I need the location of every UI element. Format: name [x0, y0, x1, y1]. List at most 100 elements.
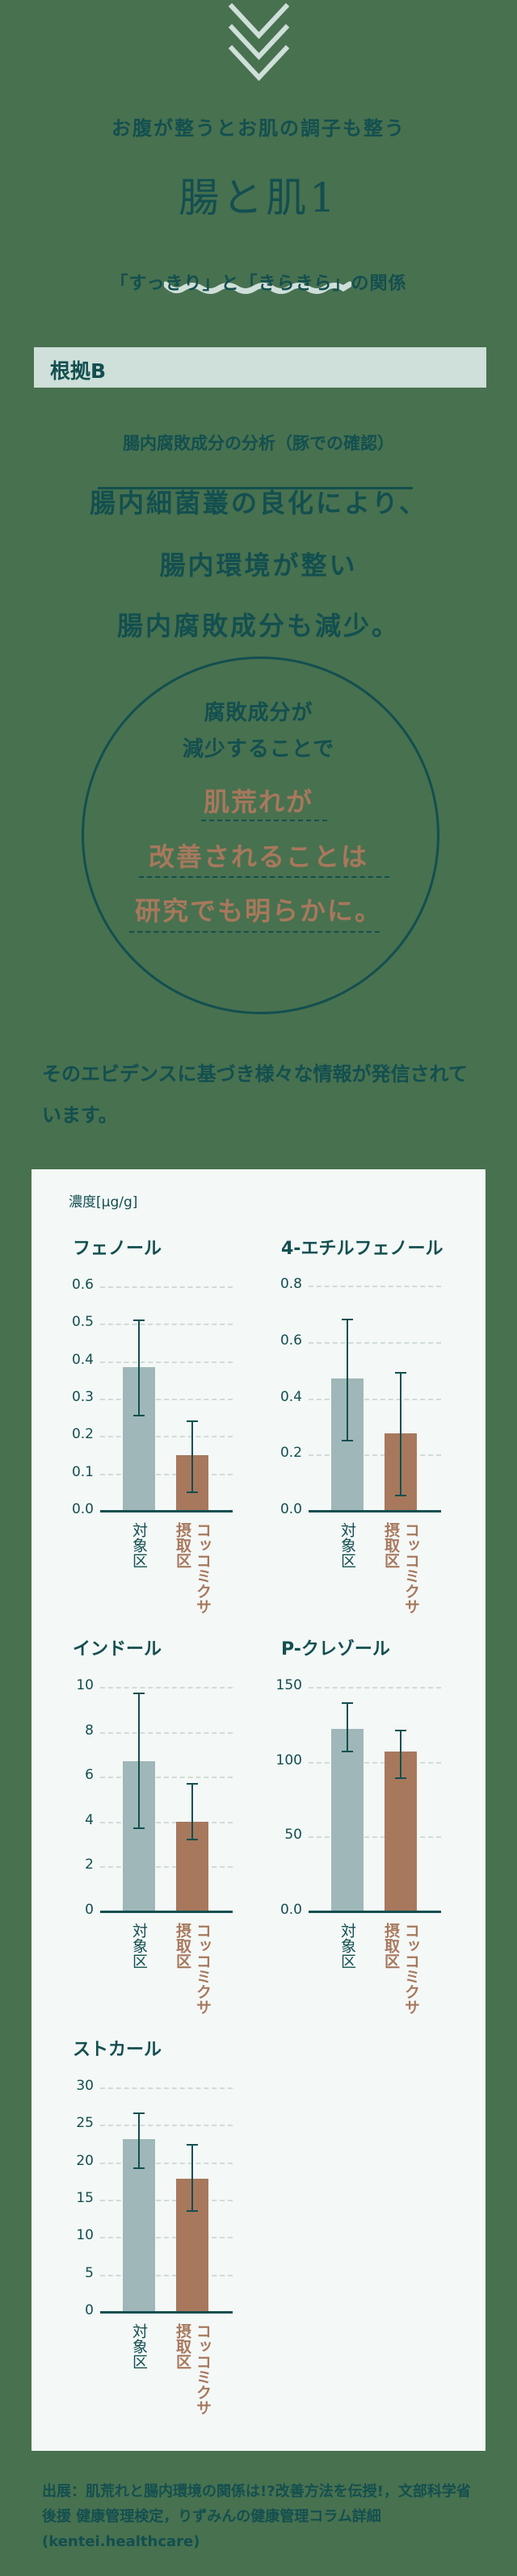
analysis-underline — [98, 487, 413, 489]
error-cap — [342, 1439, 353, 1441]
error-cap — [395, 1372, 406, 1374]
claim-line-1: 腸内細菌叢の良化により、 — [89, 488, 428, 518]
chart-title: 4-エチルフェノール — [281, 1239, 443, 1259]
y-tick-label: 0.4 — [71, 1351, 94, 1368]
x-axis — [309, 1510, 441, 1512]
error-cap — [133, 1414, 145, 1416]
subtitle: 「すっきり」と「きらきら」の関係 — [110, 274, 407, 294]
gridline — [100, 1361, 233, 1363]
gridline — [100, 1866, 233, 1869]
x-label-treatment: 摂取区 — [174, 2323, 191, 2369]
circle-accent-2: 改善されることは — [148, 841, 368, 872]
x-label-control: 対象区 — [338, 1923, 356, 1969]
x-axis — [100, 1911, 233, 1913]
claim-line-2: 腸内環境が整い — [159, 550, 358, 581]
gridline — [100, 1324, 233, 1326]
error-cap — [342, 1702, 353, 1705]
triple-chevron-down-icon — [229, 3, 289, 81]
y-tick-label: 0.0 — [71, 1501, 94, 1517]
gridline — [100, 2237, 233, 2239]
x-label-product: コッコミクサ — [194, 1522, 212, 1614]
y-tick-label: 0 — [85, 1902, 94, 1918]
chart-title: フェノール — [73, 1239, 162, 1259]
gridline — [100, 2125, 233, 2127]
gridline — [100, 1286, 233, 1288]
page-title: 腸と肌1 — [179, 174, 338, 221]
error-cap — [187, 1839, 198, 1841]
y-tick-label: 0.6 — [71, 1277, 94, 1293]
gridline — [100, 1473, 233, 1475]
x-axis — [100, 1510, 233, 1512]
chart-title: ストカール — [73, 2040, 162, 2060]
y-tick-label: 0 — [85, 2302, 94, 2318]
gridline — [100, 1687, 233, 1689]
x-axis — [100, 2311, 233, 2314]
error-bar — [138, 2113, 140, 2169]
y-tick-label: 0.8 — [280, 1276, 302, 1292]
y-tick-label: 0.2 — [71, 1426, 94, 1443]
x-label-control: 対象区 — [130, 1923, 148, 1969]
y-tick-label: 8 — [85, 1722, 94, 1739]
gridline — [309, 1687, 441, 1689]
error-cap — [395, 1777, 406, 1780]
unit-label: 濃度[μg/g] — [69, 1194, 138, 1210]
error-bar — [191, 2145, 193, 2211]
y-tick-label: 0.2 — [280, 1445, 302, 1462]
error-cap — [133, 1319, 145, 1321]
gridline — [100, 1731, 233, 1734]
error-bar — [400, 1373, 401, 1496]
x-label-product: コッコミクサ — [402, 1522, 420, 1614]
error-cap — [133, 1827, 145, 1830]
error-cap — [133, 1693, 145, 1695]
y-tick-label: 4 — [85, 1811, 94, 1828]
error-cap — [187, 1491, 198, 1493]
error-cap — [342, 1750, 353, 1752]
dotted-underline — [129, 931, 380, 933]
error-bar — [138, 1693, 140, 1829]
wave-divider-icon — [164, 281, 351, 294]
x-label-treatment: 摂取区 — [174, 1522, 191, 1568]
x-label-product: コッコミクサ — [194, 1923, 212, 2015]
chart-title: P-クレゾール — [281, 1639, 390, 1659]
source-citation: 出展：肌荒れと腸内環境の関係は!?改善方法を伝授!，文部科学省後援 健康管理検定… — [42, 2483, 471, 2550]
error-cap — [342, 1318, 353, 1320]
gridline — [100, 1777, 233, 1779]
y-tick-label: 20 — [76, 2152, 94, 2169]
gridline — [309, 1398, 441, 1400]
y-tick-label: 0.0 — [280, 1902, 302, 1918]
y-tick-label: 10 — [76, 1677, 94, 1693]
x-label-treatment: 摂取区 — [382, 1522, 400, 1568]
y-tick-label: 30 — [76, 2078, 94, 2094]
circle-text-1: 腐敗成分が — [204, 701, 313, 725]
x-label-control: 対象区 — [338, 1522, 356, 1568]
circle-text-2: 減少することで — [182, 737, 335, 761]
analysis-title: 腸内腐敗成分の分析（豚での確認） — [123, 434, 394, 453]
x-label-product: コッコミクサ — [194, 2323, 212, 2415]
error-bar — [138, 1319, 140, 1416]
dotted-underline — [139, 876, 389, 878]
highlight-circle — [82, 657, 439, 1014]
error-cap — [395, 1729, 406, 1731]
x-label-control: 対象区 — [130, 2323, 148, 2369]
chart-title: インドール — [73, 1639, 162, 1659]
section-label: 根拠B — [50, 359, 107, 383]
x-label-product: コッコミクサ — [402, 1923, 420, 2015]
gridline — [309, 1836, 441, 1839]
gridline — [309, 1341, 441, 1344]
error-cap — [133, 2167, 145, 2170]
error-cap — [187, 2209, 198, 2212]
error-cap — [187, 1782, 198, 1785]
gridline — [100, 1821, 233, 1823]
error-cap — [133, 2112, 145, 2115]
y-tick-label: 6 — [85, 1767, 94, 1784]
bar-control — [331, 1728, 364, 1911]
x-label-treatment: 摂取区 — [174, 1923, 191, 1969]
error-cap — [395, 1494, 406, 1496]
x-label-treatment: 摂取区 — [382, 1923, 400, 1969]
lead-heading: お腹が整うとお肌の調子も整う — [111, 117, 406, 140]
gridline — [309, 1454, 441, 1457]
evidence-text: そのエビデンスに基づき様々な情報が発信されています。 — [42, 1063, 468, 1126]
gridline — [309, 1286, 441, 1287]
y-tick-label: 0.1 — [71, 1463, 94, 1480]
y-tick-label: 0.4 — [280, 1388, 302, 1405]
